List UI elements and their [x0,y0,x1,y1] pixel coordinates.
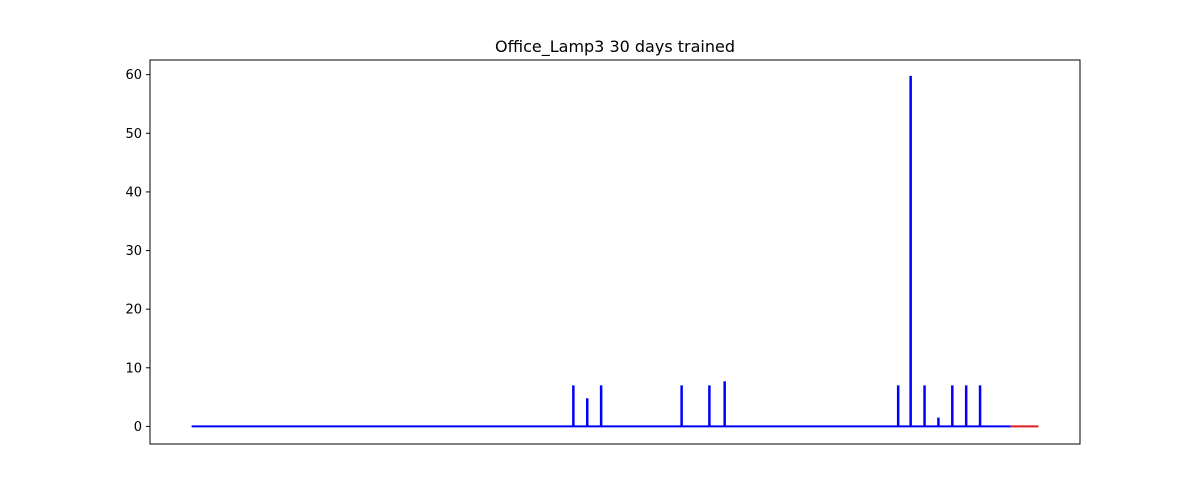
y-axis: 0 10 20 30 40 50 60 [125,68,150,435]
y-tick-label: 30 [125,244,142,259]
y-tick-label: 50 [125,127,142,142]
chart-title: Office_Lamp3 30 days trained [495,37,735,57]
plot-area [191,75,1039,428]
plot-frame [149,59,1081,445]
y-tick-label: 10 [125,361,142,376]
y-tick-label: 60 [125,68,142,83]
y-tick-label: 0 [134,420,142,435]
y-tick-label: 40 [125,185,142,200]
y-tick-label: 20 [125,303,142,318]
